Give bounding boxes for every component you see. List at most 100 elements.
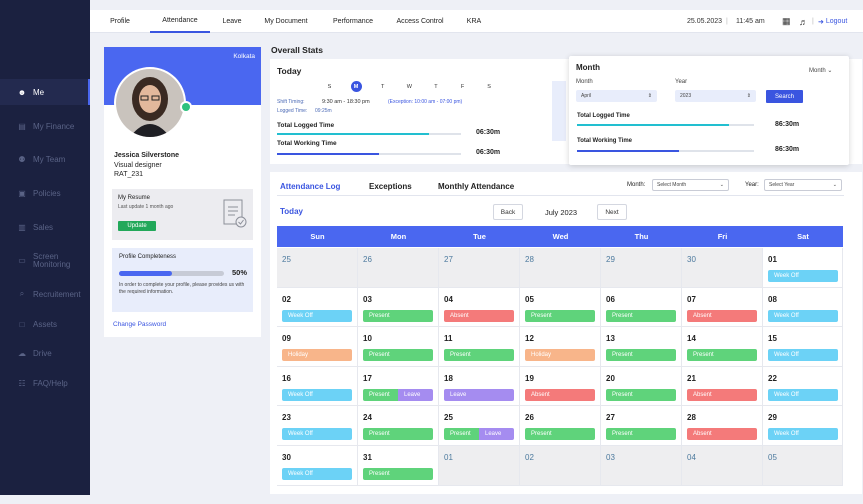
status-badge-present: Present	[444, 428, 479, 441]
calendar-day-cell[interactable]: 28 Absent	[682, 406, 763, 446]
month-filter-select[interactable]: Select Month ⌄	[652, 179, 729, 191]
day-number: 04	[444, 294, 453, 304]
weekday[interactable]: W	[406, 83, 412, 90]
tab-performance[interactable]: Performance	[332, 18, 374, 25]
month-logged-progress	[577, 124, 754, 126]
calendar-day-cell[interactable]: 16 Week Off	[277, 366, 358, 407]
current-date: 25.05.2023	[687, 18, 723, 25]
month-mode-select[interactable]: Month ⌄	[809, 68, 833, 74]
calendar-day-cell[interactable]: 02	[520, 446, 601, 486]
weekday[interactable]: S	[327, 83, 332, 90]
avatar[interactable]	[114, 67, 186, 139]
weekday[interactable]: S	[487, 83, 491, 90]
calendar-day-cell[interactable]: 31 Present	[358, 446, 439, 486]
calendar-day-cell[interactable]: 23 Week Off	[277, 406, 358, 446]
tab-attendance-log[interactable]: Attendance Log	[280, 182, 341, 191]
calendar-day-cell[interactable]: 30	[682, 248, 763, 288]
calendar-day-cell[interactable]: 27 Present	[601, 406, 682, 446]
sidebar-item-policies[interactable]: ▣ Policies	[18, 188, 61, 198]
sidebar-item-recruitement[interactable]: ⌕ Recruitement	[0, 281, 90, 307]
calendar-day-cell[interactable]: 05 Present	[520, 287, 601, 328]
sidebar-item-faq-help[interactable]: ☷ FAQ/Help	[18, 378, 68, 388]
divider: |	[726, 18, 728, 25]
status-badge-present: Present	[525, 428, 595, 441]
tab-exceptions[interactable]: Exceptions	[369, 182, 412, 191]
calendar-day-cell[interactable]: 13 Present	[601, 327, 682, 367]
calendar-day-cell[interactable]: 09 Holiday	[277, 327, 358, 367]
weekday[interactable]: T	[434, 83, 438, 90]
calendar-day-cell[interactable]: 10 Present	[358, 327, 439, 367]
calendar-day-header: Thu	[601, 226, 682, 247]
bell-icon[interactable]: ♬	[799, 16, 808, 27]
calendar-day-cell[interactable]: 26	[358, 248, 439, 288]
tab-profile[interactable]: Profile	[110, 18, 130, 25]
status-badge-present: Present	[363, 349, 433, 362]
calendar-day-cell[interactable]: 04	[682, 446, 763, 486]
calendar-day-cell[interactable]: 04 Absent	[439, 287, 520, 328]
calendar-day-cell[interactable]: 27	[439, 248, 520, 288]
tab-kra[interactable]: KRA	[466, 18, 482, 25]
back-button[interactable]: Back	[493, 204, 523, 220]
search-button[interactable]: Search	[766, 90, 803, 103]
year-select[interactable]: 2023 ⇕	[675, 90, 756, 102]
sidebar-item-drive[interactable]: ☁ Drive	[18, 348, 52, 358]
calendar-day-cell[interactable]: 11 Present	[439, 327, 520, 367]
calendar-day-cell[interactable]: 12 Holiday	[520, 327, 601, 367]
calendar-day-cell[interactable]: 29	[601, 248, 682, 288]
calendar-day-cell[interactable]: 24 Present	[358, 406, 439, 446]
weekday[interactable]: F	[460, 83, 465, 90]
sidebar-item-screen-monitoring[interactable]: ▭ Screen Monitoring	[18, 252, 71, 269]
sidebar-item-my-team[interactable]: ⚉ My Team	[18, 154, 66, 164]
calendar-day-cell[interactable]: 03	[601, 446, 682, 486]
calendar-day-cell[interactable]: 07 Absent	[682, 287, 763, 328]
sidebar-item-my-finance[interactable]: ▤ My Finance	[18, 121, 75, 131]
resume-title: My Resume	[118, 195, 151, 201]
change-password-link[interactable]: Change Password	[113, 321, 167, 328]
calendar-day-cell[interactable]: 20 Present	[601, 366, 682, 407]
day-number: 21	[687, 373, 696, 383]
tab-leave[interactable]: Leave	[222, 18, 242, 25]
weekday-selected[interactable]: M	[350, 81, 362, 92]
sidebar-item-me[interactable]: ☻ Me	[0, 79, 90, 105]
tab-monthly-attendance[interactable]: Monthly Attendance	[438, 182, 515, 191]
weekday[interactable]: T	[381, 83, 385, 90]
next-button[interactable]: Next	[597, 204, 627, 220]
day-number: 13	[606, 334, 615, 344]
profile-completeness-box: Profile Completeness 50% In order to com…	[112, 248, 253, 312]
day-number: 30	[282, 453, 291, 462]
calendar-day-cell[interactable]: 26 Present	[520, 406, 601, 446]
calendar-day-cell[interactable]: 21 Absent	[682, 366, 763, 407]
calendar-day-cell[interactable]: 19 Absent	[520, 366, 601, 407]
calendar-day-cell[interactable]: 14 Present	[682, 327, 763, 367]
sidebar-item-sales[interactable]: ▥ Sales	[18, 222, 54, 232]
calendar-day-cell[interactable]: 17 Present Leave	[358, 366, 439, 407]
calendar-day-cell[interactable]: 06 Present	[601, 287, 682, 328]
logout-button[interactable]: ➜ Logout	[818, 18, 848, 26]
tab-access-control[interactable]: Access Control	[396, 18, 444, 25]
month-select[interactable]: April ⇕	[576, 90, 657, 102]
update-button[interactable]: Update	[118, 221, 156, 231]
tab-attendance[interactable]: Attendance	[150, 10, 210, 33]
calendar-day-cell[interactable]: 18 Leave	[439, 366, 520, 407]
calendar-day-cell[interactable]: 25	[277, 248, 358, 288]
tab-my-document[interactable]: My Document	[264, 18, 308, 25]
calendar-day-cell[interactable]: 03 Present	[358, 287, 439, 328]
calendar-day-cell[interactable]: 22 Week Off	[763, 366, 843, 407]
calendar-day-cell[interactable]: 29 Week Off	[763, 406, 843, 446]
calendar-day-cell[interactable]: 01	[439, 446, 520, 486]
day-number: 29	[768, 413, 777, 423]
today-link[interactable]: Today	[280, 207, 303, 216]
sort-icon: ⇕	[746, 93, 751, 99]
calendar-day-cell[interactable]: 08 Week Off	[763, 287, 843, 328]
calendar-day-cell[interactable]: 28	[520, 248, 601, 288]
calendar-day-cell[interactable]: 02 Week Off	[277, 287, 358, 328]
year-filter-select[interactable]: Select Year ⌄	[764, 179, 842, 191]
calendar-day-cell[interactable]: 15 Week Off	[763, 327, 843, 367]
shift-exception: (Exception: 10:00 am - 07:00 pm)	[388, 99, 463, 105]
calendar-day-cell[interactable]: 30 Week Off	[277, 446, 358, 486]
calendar-day-cell[interactable]: 01 Week Off	[763, 248, 843, 288]
calendar-day-cell[interactable]: 25 Present Leave	[439, 406, 520, 446]
sidebar-item-assets[interactable]: □ Assets	[0, 311, 90, 337]
calendar-icon[interactable]: ▦	[782, 16, 791, 26]
calendar-day-cell[interactable]: 05	[763, 446, 843, 486]
